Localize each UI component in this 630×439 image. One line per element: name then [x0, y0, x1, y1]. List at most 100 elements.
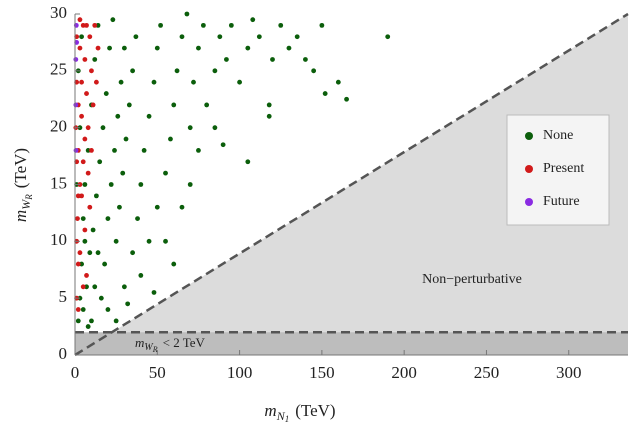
- point: [204, 102, 210, 108]
- point: [335, 79, 341, 85]
- point: [80, 284, 86, 290]
- point: [224, 57, 229, 62]
- point: [191, 79, 196, 85]
- point: [89, 318, 94, 324]
- point: [212, 68, 218, 74]
- point: [110, 17, 116, 23]
- legend-marker: [525, 198, 533, 206]
- point: [84, 91, 89, 96]
- legend-label: Future: [543, 194, 580, 209]
- boundary-line: [74, 12, 629, 357]
- x-tick-label: 0: [71, 363, 80, 382]
- point: [87, 204, 93, 210]
- point: [107, 45, 112, 51]
- point: [73, 148, 79, 153]
- point: [196, 148, 201, 153]
- point: [117, 204, 122, 210]
- point: [344, 96, 349, 102]
- legend-marker: [525, 132, 533, 140]
- point: [158, 22, 163, 28]
- y-tick-label: 0: [59, 344, 68, 363]
- point: [82, 227, 88, 233]
- legend-marker: [525, 165, 533, 173]
- point: [113, 318, 119, 324]
- point: [146, 238, 152, 244]
- point: [108, 182, 114, 187]
- y-tick-label: 20: [50, 117, 67, 136]
- point: [95, 22, 101, 28]
- point: [163, 170, 168, 176]
- point: [118, 79, 124, 85]
- point: [82, 57, 88, 62]
- point: [266, 102, 272, 108]
- point: [294, 34, 300, 40]
- point: [184, 11, 190, 17]
- point: [115, 113, 121, 119]
- point: [220, 142, 226, 148]
- point: [79, 113, 84, 119]
- point: [163, 238, 168, 244]
- point: [130, 250, 136, 256]
- point: [77, 17, 83, 23]
- point: [154, 45, 160, 51]
- point: [196, 45, 201, 51]
- point: [92, 57, 98, 62]
- point: [90, 102, 96, 108]
- point: [84, 273, 89, 278]
- point: [121, 45, 127, 51]
- point: [126, 102, 132, 108]
- legend-box: [506, 114, 610, 226]
- point: [79, 193, 84, 199]
- point: [123, 136, 129, 142]
- point: [75, 261, 81, 267]
- point: [125, 301, 131, 307]
- y-axis-label: mWR(TeV): [11, 148, 34, 222]
- point: [385, 34, 391, 40]
- point: [84, 22, 89, 28]
- point: [146, 113, 152, 119]
- point: [322, 91, 328, 96]
- x-axis-label: mN1 (TeV): [264, 401, 335, 424]
- point: [200, 22, 206, 28]
- point: [217, 34, 223, 40]
- point: [73, 57, 79, 62]
- point: [135, 216, 140, 222]
- point: [171, 102, 177, 108]
- point: [141, 148, 147, 153]
- point: [75, 193, 81, 199]
- x-tick-label: 150: [309, 363, 335, 382]
- point: [250, 17, 256, 23]
- region-label: Non−perturbative: [422, 272, 522, 287]
- point: [105, 307, 111, 312]
- point: [151, 79, 157, 85]
- point: [130, 68, 136, 74]
- point: [237, 79, 242, 85]
- x-tick-label: 250: [474, 363, 500, 382]
- point: [82, 238, 88, 244]
- x-tick-label: 200: [391, 363, 417, 382]
- point: [112, 148, 117, 153]
- legend-label: Present: [543, 161, 584, 176]
- point: [82, 182, 88, 187]
- y-tick-label: 30: [50, 3, 67, 22]
- point: [113, 238, 119, 244]
- point: [89, 68, 94, 74]
- point: [82, 136, 88, 142]
- point: [93, 193, 99, 199]
- x-tick-label: 100: [227, 363, 253, 382]
- point: [87, 250, 93, 256]
- point: [179, 34, 185, 40]
- point: [92, 22, 98, 28]
- point: [154, 204, 160, 210]
- point: [138, 273, 144, 278]
- point: [95, 250, 101, 256]
- point: [85, 125, 91, 131]
- y-tick-label: 25: [50, 60, 67, 79]
- point: [85, 148, 91, 153]
- point: [245, 159, 251, 165]
- point: [179, 204, 185, 210]
- point: [77, 45, 83, 51]
- point: [286, 45, 292, 51]
- point: [212, 125, 218, 131]
